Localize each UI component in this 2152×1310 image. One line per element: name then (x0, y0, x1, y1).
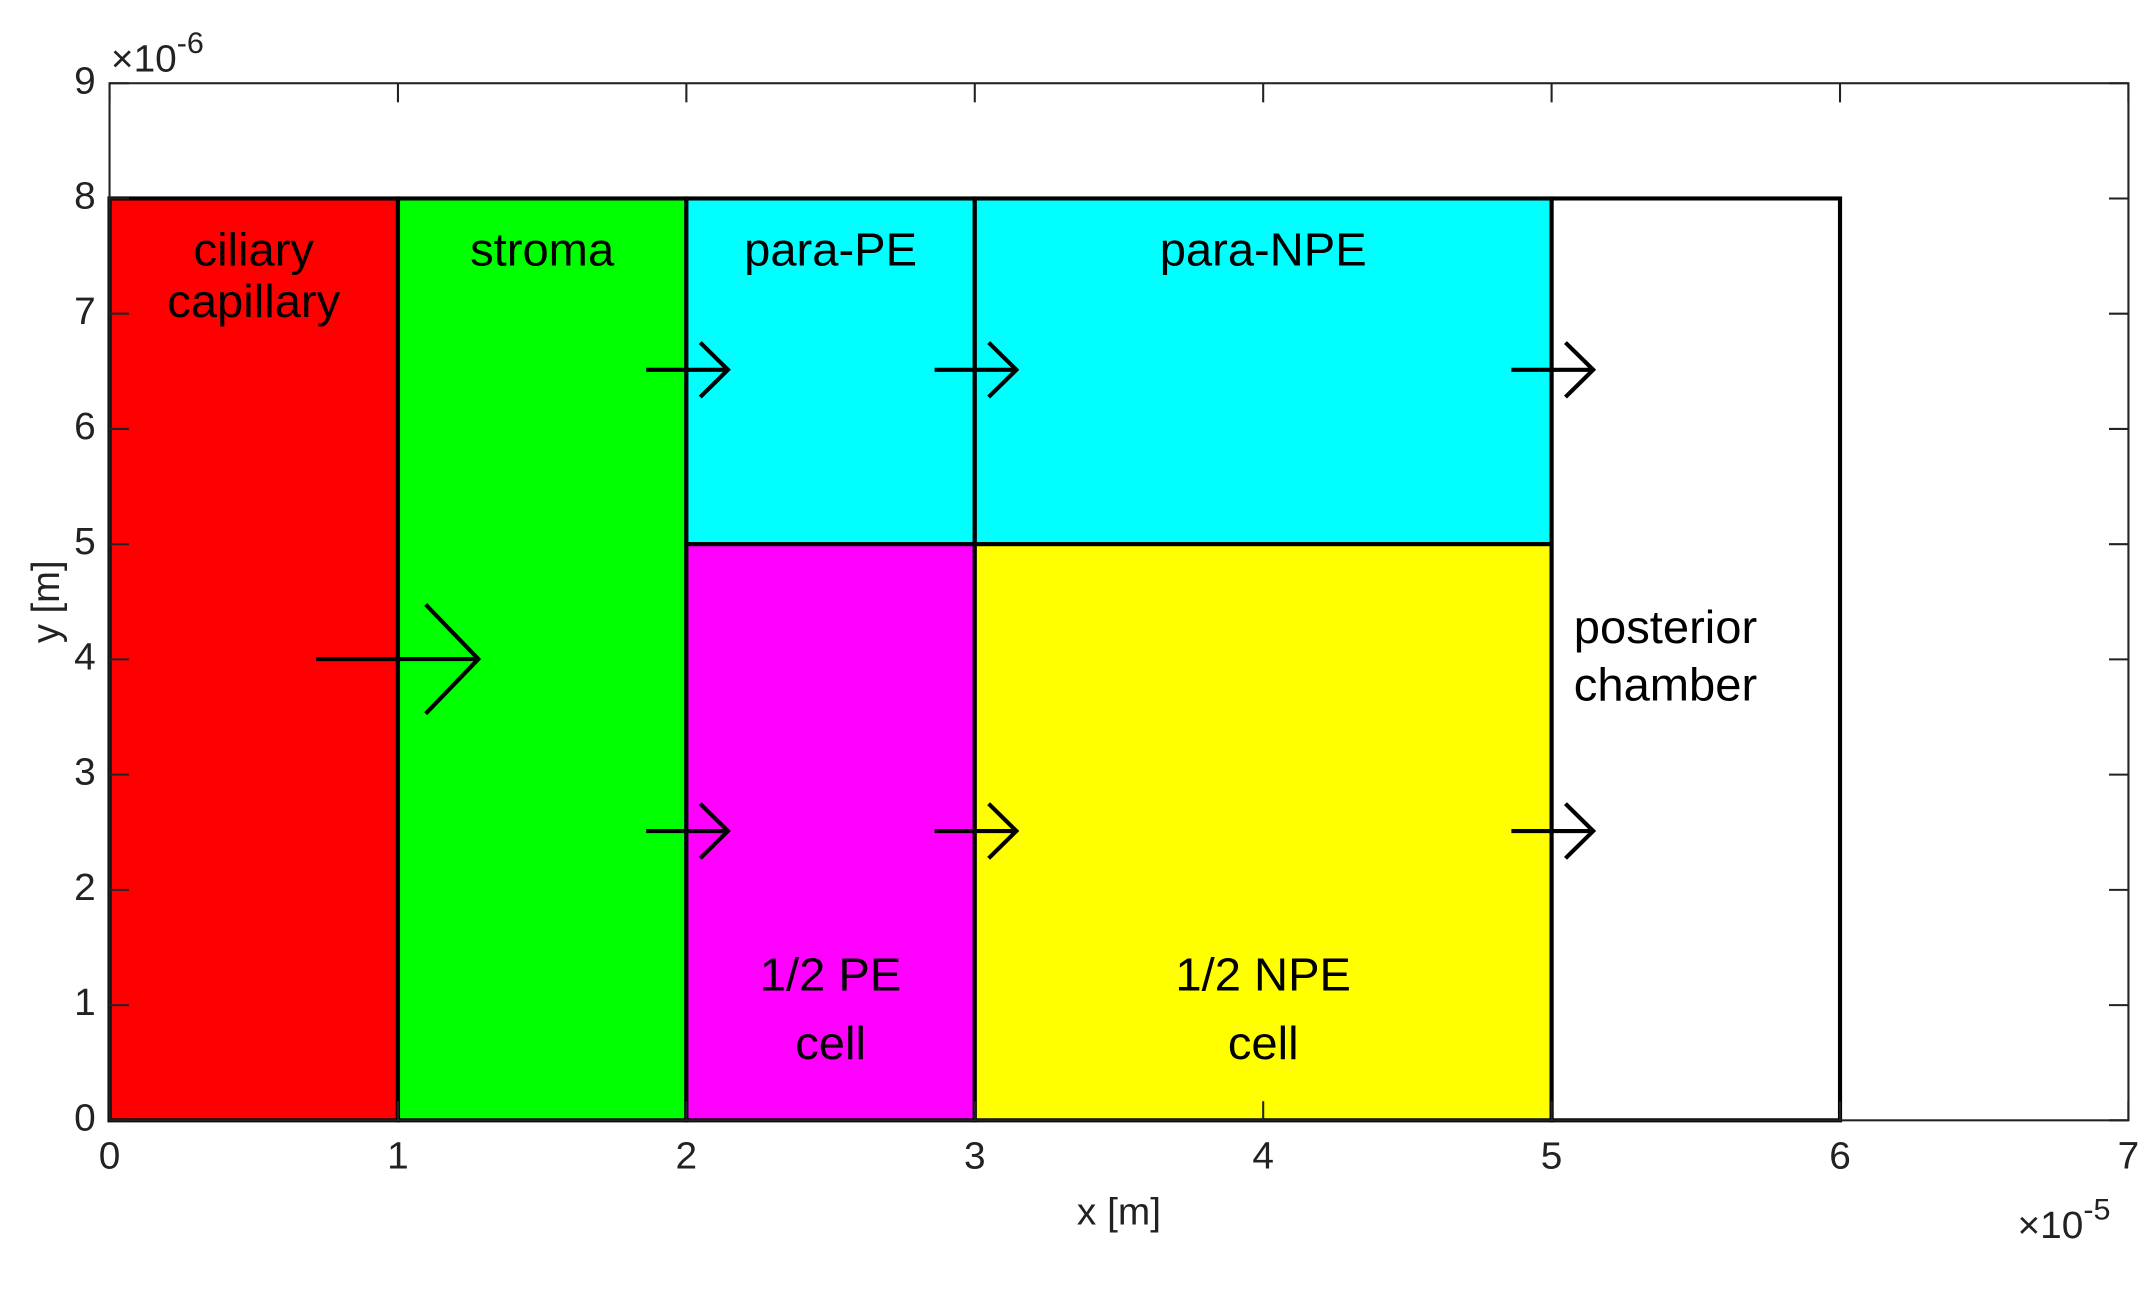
region (1549, 196, 1843, 1123)
arrow (1511, 341, 1597, 399)
x-tick-label: 1 (387, 1135, 409, 1178)
region-label: 1/2 NPE (1175, 949, 1351, 1001)
y-tick-label: 7 (74, 290, 96, 333)
y-tick-label: 5 (74, 521, 96, 564)
arrow (646, 802, 731, 860)
exponent: -6 (177, 27, 204, 60)
region-label: chamber (1574, 659, 1757, 711)
y-tick-label: 3 (74, 751, 96, 794)
y-tick-label: 2 (74, 866, 96, 909)
x-axis-label: x [m] (1077, 1191, 1161, 1234)
multiplier: ×10 (111, 38, 177, 81)
arrow (934, 341, 1020, 399)
region-label: para-NPE (1160, 224, 1367, 276)
arrow (934, 802, 1020, 860)
arrow (1511, 802, 1597, 860)
region (972, 196, 1554, 547)
x-tick-label: 0 (99, 1135, 121, 1178)
y-axis-label: y [m] (25, 560, 68, 643)
x-tick-label: 7 (2118, 1135, 2140, 1178)
y-tick-label: 1 (74, 981, 96, 1024)
region-label: para-PE (744, 224, 917, 276)
y-multiplier: ×10-6 (111, 27, 204, 80)
region-label: 1/2 PE (760, 949, 902, 1001)
arrows (316, 341, 1597, 860)
x-multiplier: ×10-5 (2018, 1194, 2111, 1247)
region-label: cell (795, 1017, 866, 1069)
y-tick-label: 8 (74, 175, 96, 218)
region-label: stroma (470, 224, 615, 276)
x-tick-label: 6 (1829, 1135, 1851, 1178)
y-tick-label: 0 (74, 1097, 96, 1140)
y-tick-label: 4 (74, 636, 96, 679)
region-label: cell (1228, 1017, 1299, 1069)
region-label: posterior (1574, 601, 1757, 653)
exponent: -5 (2083, 1194, 2110, 1227)
axes-box (108, 82, 2130, 1122)
x-tick-label: 2 (676, 1135, 698, 1178)
multiplier: ×10 (2018, 1204, 2084, 1247)
arrow (316, 603, 482, 716)
region-label: capillary (167, 276, 341, 328)
x-tick-label: 3 (964, 1135, 986, 1178)
x-tick-label: 5 (1541, 1135, 1563, 1178)
ticks: 0 1 2 3 4 5 6 7 0 1 2 3 4 5 6 7 8 9 (74, 60, 2139, 1178)
region-label: ciliary (194, 224, 315, 276)
y-tick-label: 6 (74, 405, 96, 448)
arrow (646, 341, 731, 399)
y-tick-label: 9 (74, 60, 96, 103)
x-tick-label: 4 (1252, 1135, 1274, 1178)
